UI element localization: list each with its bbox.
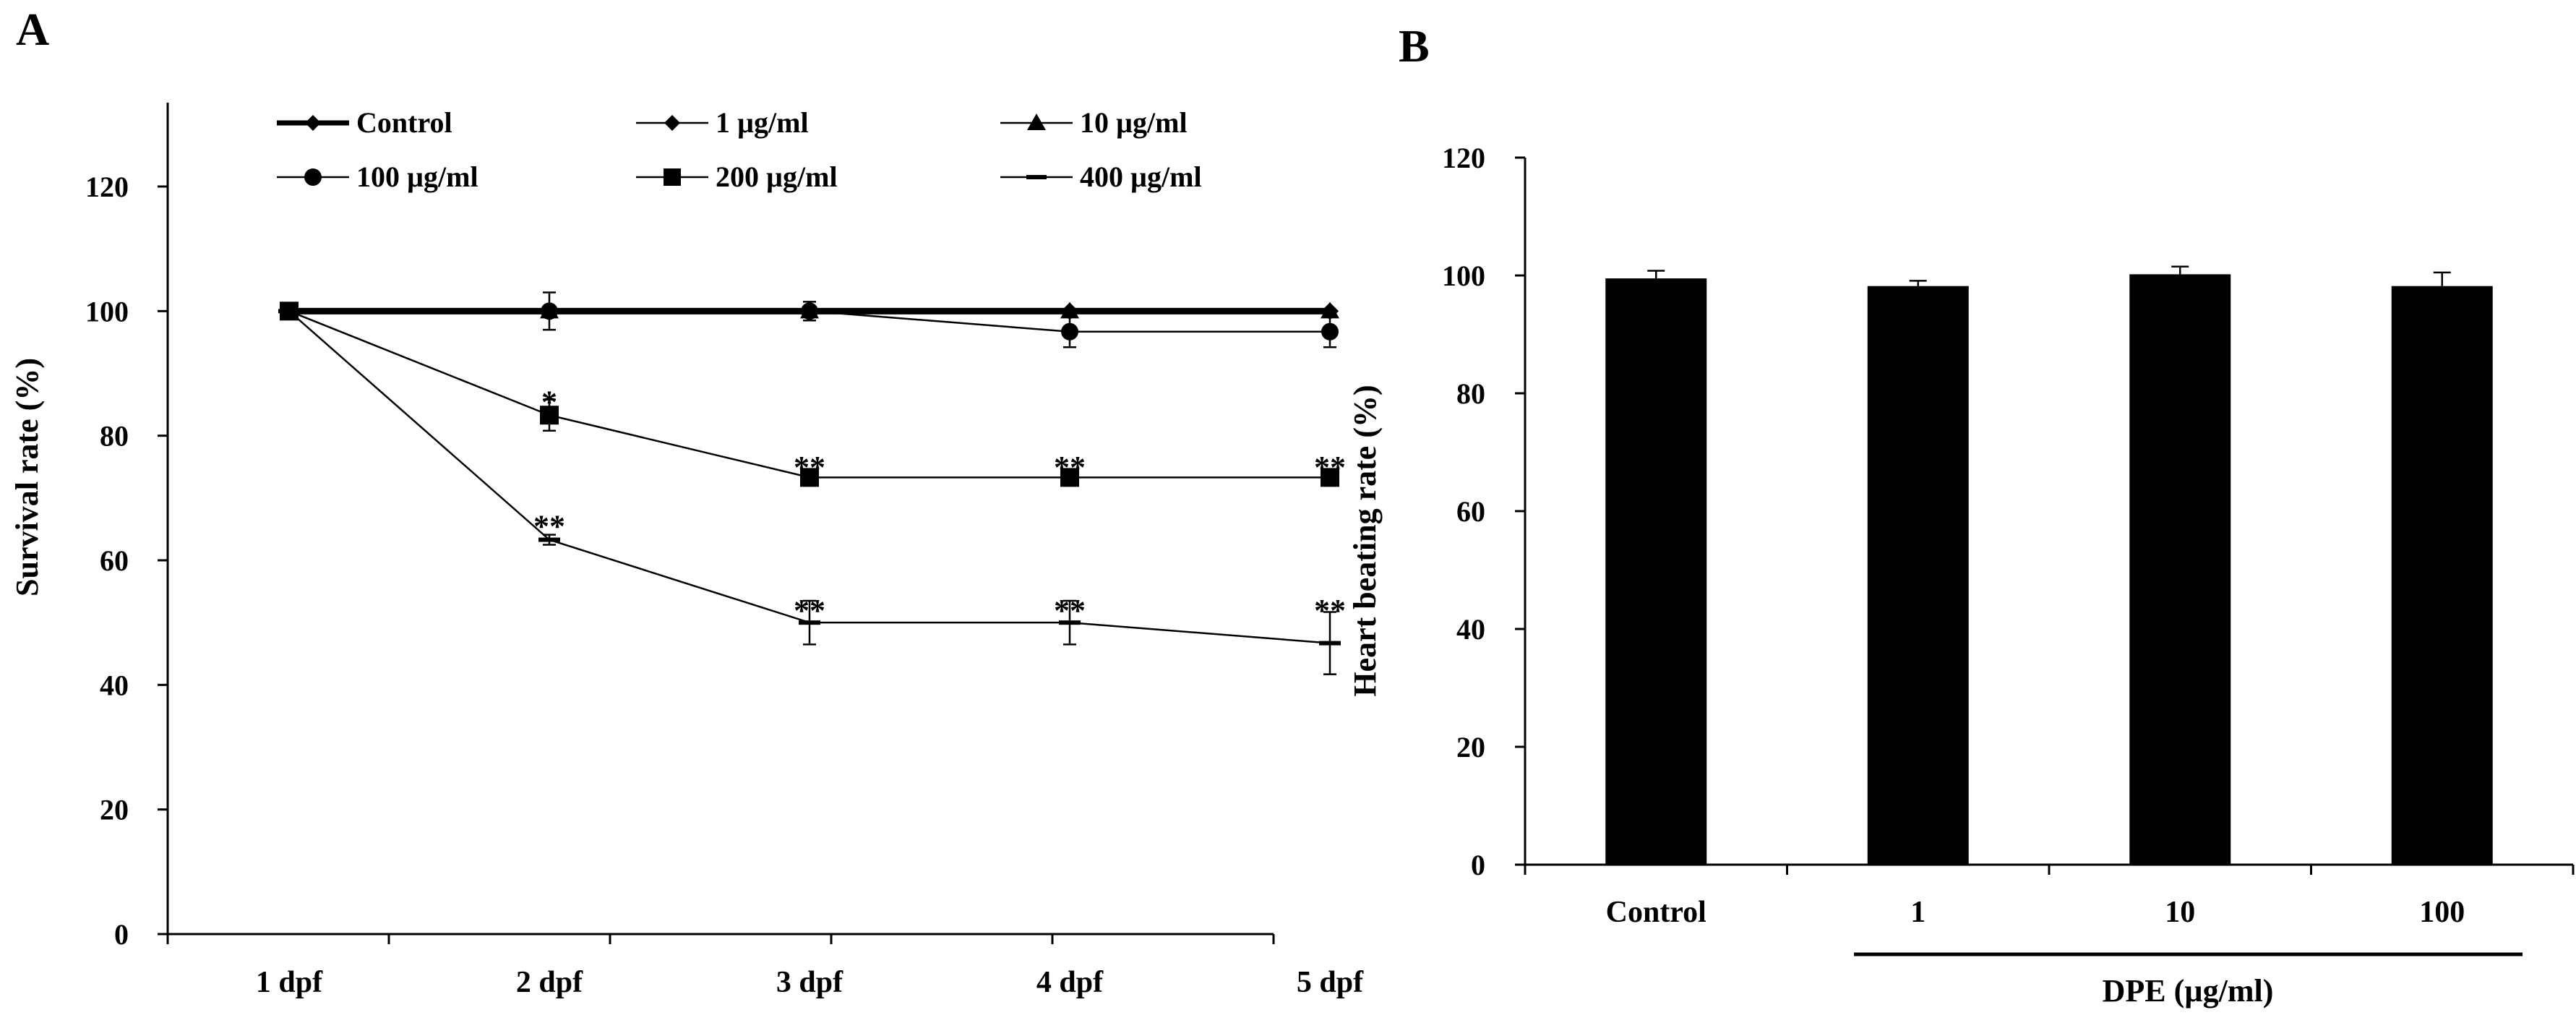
panel-a-legend: Control 1 µg/ml 10 µg/ml 100 µg/ml 200 µ [277,106,1202,193]
data-point-200-ug-ml [540,406,559,425]
legend-marker-100ug [304,168,322,186]
panel-b-x-tick-label: 10 [2165,896,2195,929]
panel-b-y-tick-label: 0 [1471,849,1485,881]
data-point-100-ug-ml [801,302,818,320]
bar-control [1605,278,1707,865]
series-100-ug-ml [280,291,1339,348]
panel-a-y-axis-label: Survival rate (%) [9,358,45,596]
panel-b-y-tick-label: 100 [1442,260,1485,292]
panel-a-significance-annotations: *** ** ****** ** ** [533,384,1346,628]
panel-a-x-tick-label: 2 dpf [516,966,583,999]
legend-label-10ug: 10 µg/ml [1080,106,1188,139]
legend-marker-10ug [1027,114,1046,130]
panel-a-y-tick-label: 100 [85,295,129,328]
bar-100 [2391,286,2493,865]
legend-marker-200ug [664,168,681,186]
significance-marker: ** [1054,593,1086,628]
data-point-400-ug-ml [799,620,820,625]
panel-a-x-tick-label: 1 dpf [256,966,323,999]
data-point-400-ug-ml [278,309,300,314]
significance-marker: * [541,384,557,419]
data-point-400-ug-ml [1059,620,1081,625]
panel-a-y-tick-label: 60 [100,544,129,577]
bar-10 [2129,274,2231,865]
series-400-ug-ml [278,309,1341,675]
data-point-100-ug-ml [1061,322,1078,341]
legend-label-100ug: 100 µg/ml [356,160,478,193]
significance-marker: ** [1314,593,1346,628]
panel-a-series [278,291,1341,675]
legend-marker-400ug [1026,175,1047,179]
data-point-100-ug-ml [1321,322,1339,341]
panel-a-x-ticks: 1 dpf 2 dpf 3 dpf 4 dpf 5 dpf [166,934,1364,999]
panel-a-x-tick-label: 5 dpf [1297,966,1364,999]
significance-marker: ** [794,593,825,628]
panel-b-y-tick-label: 20 [1456,731,1485,763]
data-point-200-ug-ml [1321,468,1339,487]
panel-b-y-axis-label: Heart beating rate (%) [1347,385,1383,696]
data-point-400-ug-ml [538,537,560,542]
legend-entry-400ug: 400 µg/ml [1000,160,1202,193]
legend-label-1ug: 1 µg/ml [716,106,809,139]
panel-b-x-tick-label: Control [1606,896,1706,929]
series-200-ug-ml [280,301,1339,487]
panel-a-y-tick-label: 0 [114,918,129,951]
panel-a-y-tick-label: 20 [100,794,129,826]
data-point-10-ug-ml [1060,301,1079,319]
data-point-400-ug-ml [1319,641,1341,646]
panel-a-y-tick-label: 120 [85,171,129,203]
panel-a-label: A [16,4,49,55]
panel-a-line-chart: A Survival rate (%) 0 20 40 60 80 100 120 1 dp… [9,4,1364,999]
panel-b-y-ticks: 0 20 40 60 80 100 120 [1442,142,1525,881]
panel-b-label: B [1399,20,1430,72]
legend-entry-100ug: 100 µg/ml [277,160,478,193]
legend-entry-1ug: 1 µg/ml [636,106,809,139]
legend-label-control: Control [356,106,452,139]
panel-a-y-ticks: 0 20 40 60 80 100 120 [85,171,168,951]
panel-b-bar-chart: B Heart beating rate (%) 0 20 40 60 80 100 120… [1347,20,2575,1009]
legend-label-400ug: 400 µg/ml [1080,160,1202,193]
panel-b-y-tick-label: 40 [1456,613,1485,646]
panel-a-x-tick-label: 3 dpf [776,966,843,999]
panel-b-x-tick-label: 100 [2419,896,2465,929]
legend-label-200ug: 200 µg/ml [716,160,838,193]
panel-a-y-tick-label: 80 [100,420,129,453]
bar-1 [1867,286,1969,865]
data-point-200-ug-ml [1060,468,1079,487]
panel-a-x-tick-label: 4 dpf [1036,966,1104,999]
panel-b-y-tick-label: 60 [1456,495,1485,528]
legend-marker-control [305,115,321,131]
panel-b-bars [1605,265,2493,865]
legend-entry-control: Control [277,106,452,139]
panel-b-x-axis-label: DPE (µg/ml) [2103,973,2274,1009]
legend-entry-10ug: 10 µg/ml [1000,106,1188,139]
data-point-200-ug-ml [800,468,819,487]
data-point-10-ug-ml [1321,301,1339,319]
significance-marker: ** [1314,450,1346,485]
panel-b-x-tick-label: 1 [1910,896,1925,929]
significance-marker: ** [1054,450,1086,485]
panel-a-y-tick-label: 40 [100,669,129,701]
panel-b-x-ticks: Control 1 10 100 [1524,865,2575,929]
significance-marker: ** [794,450,825,485]
legend-entry-200ug: 200 µg/ml [636,160,838,193]
panel-b-y-tick-label: 120 [1442,142,1485,174]
significance-marker: ** [533,509,565,544]
legend-marker-1ug [664,115,680,131]
data-point-100-ug-ml [541,302,558,320]
panel-b-y-tick-label: 80 [1456,377,1485,410]
